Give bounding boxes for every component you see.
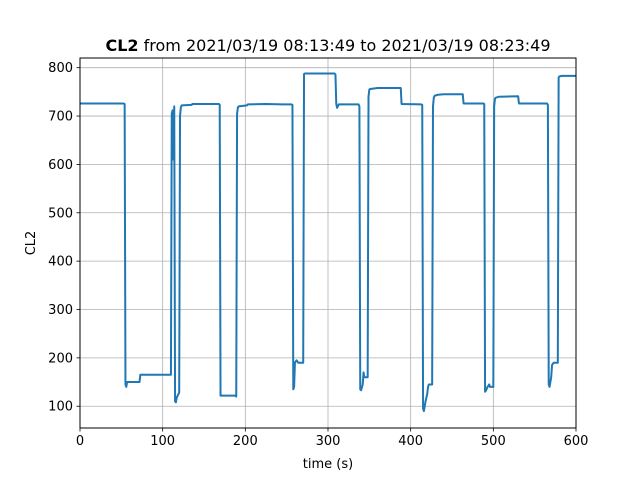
y-tick-label: 400 [48, 255, 73, 270]
chart-title: CL2 from 2021/03/19 08:13:49 to 2021/03/… [105, 36, 550, 55]
y-axis-ticks: 100 200 300 400 500 600 700 800 [48, 61, 80, 415]
series-line [80, 72, 576, 413]
x-tick-label: 200 [233, 434, 258, 449]
grid-lines [79, 58, 577, 428]
chart-title-bold: CL2 [105, 36, 138, 55]
y-tick-label: 700 [48, 110, 73, 125]
x-tick-label: 600 [564, 434, 589, 449]
x-axis-ticks: 0 100 200 300 400 500 600 [76, 428, 589, 449]
x-tick-label: 400 [398, 434, 423, 449]
y-tick-label: 200 [48, 351, 73, 366]
x-tick-label: 0 [76, 434, 84, 449]
chart-title-rest: from 2021/03/19 08:13:49 to 2021/03/19 0… [139, 36, 551, 55]
x-tick-label: 100 [150, 434, 175, 449]
y-tick-label: 300 [48, 303, 73, 318]
x-axis-label: time (s) [303, 457, 353, 472]
plot-area [80, 72, 576, 413]
x-tick-label: 300 [316, 434, 341, 449]
y-tick-label: 600 [48, 158, 73, 173]
y-tick-label: 800 [48, 61, 73, 76]
y-tick-label: 100 [48, 400, 73, 415]
x-tick-label: 500 [481, 434, 506, 449]
y-axis-label: CL2 [24, 231, 39, 256]
y-tick-label: 500 [48, 206, 73, 221]
